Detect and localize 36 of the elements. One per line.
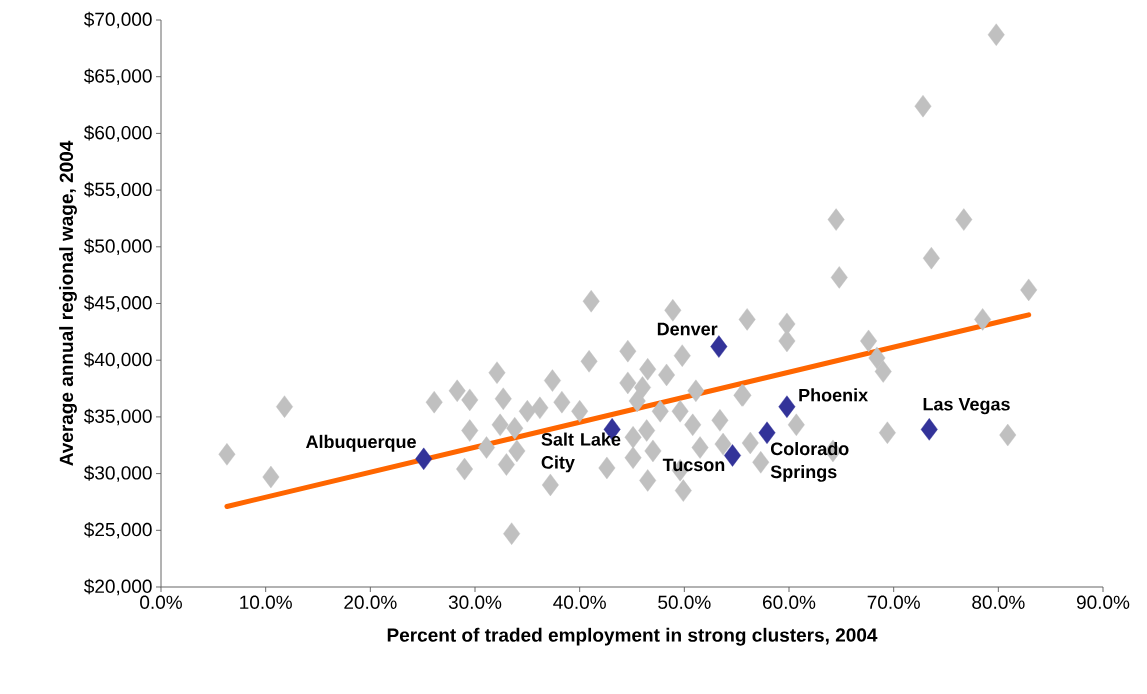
- y-tick-label: $60,000: [83, 125, 152, 142]
- x-tick-label: 90.0%: [1076, 595, 1130, 609]
- y-tick-label: $40,000: [83, 351, 152, 369]
- annotation: Denver: [657, 322, 718, 336]
- y-tick-label: $30,000: [83, 465, 152, 482]
- x-tick-label: 40.0%: [553, 595, 606, 609]
- annotation: Las Vegas: [923, 397, 1010, 415]
- y-tick-label: $35,000: [83, 408, 152, 426]
- point: [415, 447, 433, 471]
- y-tick-label: $70,000: [83, 11, 152, 29]
- y-tick-label: $50,000: [83, 238, 152, 256]
- x-tick-label: 20.0%: [344, 595, 397, 609]
- y-tick-label: $45,000: [83, 295, 152, 312]
- annotation: Tucson: [662, 458, 725, 472]
- point: [758, 421, 776, 444]
- y-tick-label: $65,000: [83, 68, 152, 85]
- y-tick-label: $20,000: [83, 578, 152, 596]
- annotation: Salt Lake City: [541, 432, 621, 473]
- annotation: Albuquerque: [305, 434, 416, 452]
- x-tick-label: 80.0%: [972, 595, 1025, 609]
- x-axis-title: Percent of traded employment in strong clusters, 2004: [387, 627, 878, 646]
- x-tick-label: 60.0%: [763, 595, 816, 609]
- x-tick-label: 70.0%: [867, 595, 920, 609]
- x-tick-label: 30.0%: [448, 595, 502, 609]
- y-axis-title: Average annual regional wage, 2004: [59, 140, 77, 466]
- annotation: Colorado Springs: [770, 441, 849, 482]
- point: [920, 418, 938, 441]
- x-tick-label: 0.0%: [140, 595, 182, 609]
- y-tick-label: $55,000: [83, 181, 152, 199]
- x-tick-label: 50.0%: [658, 595, 711, 609]
- annotation: Phoenix: [799, 388, 869, 402]
- point: [778, 395, 796, 418]
- point: [724, 444, 741, 467]
- y-tick-label: $25,000: [83, 522, 152, 539]
- point: [710, 335, 728, 358]
- x-tick-label: 10.0%: [240, 595, 292, 609]
